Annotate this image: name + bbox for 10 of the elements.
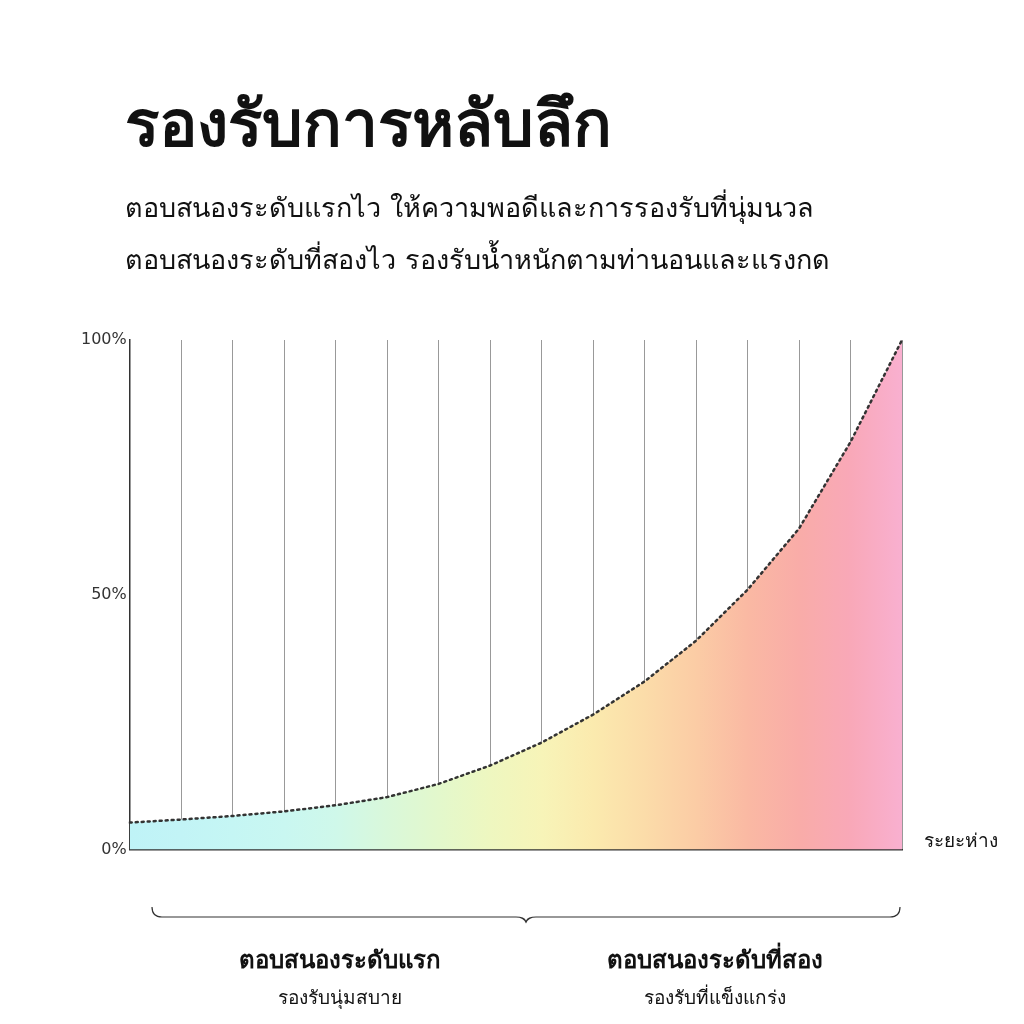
text: ตอบสนองระดับที่สอง bbox=[606, 941, 824, 976]
y-tick-label: 50% bbox=[91, 583, 127, 603]
x-axis-title: ระยะห่าง bbox=[924, 828, 998, 851]
text: รองรับที่แข็งแกร่ง bbox=[643, 983, 787, 1010]
text: ตอบสนองระดับแรก bbox=[238, 945, 442, 976]
y-tick-label: 0% bbox=[101, 838, 127, 858]
chart-title: รองรับการหลับลึก bbox=[125, 86, 612, 163]
chart-subtitle: ตอบสนองระดับแรกไว ให้ความพอดีและการรองรับที่นุ่มนวล ตอบสนองระดับที่สองไว รองรับน้ำหนักตามท่านอนและแรงกด bbox=[125, 188, 830, 277]
y-tick-label: 100% bbox=[80, 329, 127, 349]
text: รองรับนุ่มสบาย bbox=[277, 985, 403, 1011]
